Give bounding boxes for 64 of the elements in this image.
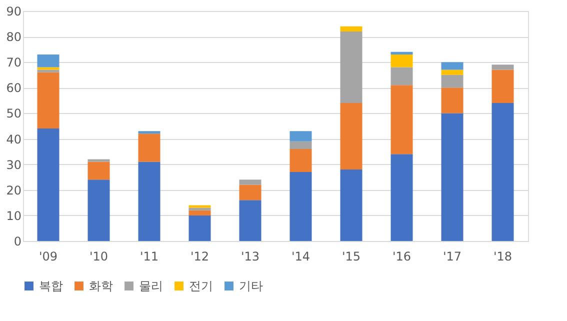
bar [390,67,413,86]
bar [492,103,514,241]
bar [492,64,514,70]
x-tick-label: '13 [240,250,260,264]
x-tick-label: '09 [38,250,58,264]
bar [37,67,60,70]
bar [441,113,464,241]
bar [88,180,110,241]
y-tick-label: 60 [6,81,22,96]
legend-label: 기타 [239,279,263,293]
x-tick-label: '17 [442,250,462,264]
bar [290,131,312,142]
bar [340,31,362,103]
x-tick-label: '14 [291,250,310,264]
bar [138,134,160,162]
bar [37,54,60,68]
bar [390,52,413,54]
bar [441,62,464,70]
legend-label: 전기 [189,279,213,293]
bar [188,205,211,208]
bar [340,103,362,170]
x-tick-label: '10 [89,250,108,264]
bar [37,128,60,241]
legend-label: 물리 [139,279,163,293]
x-tick-label: '18 [493,250,512,264]
x-tick-label: '11 [140,250,159,264]
bar [188,208,211,210]
y-tick-label: 0 [14,234,22,248]
y-tick-label: 80 [6,30,22,44]
bar [37,70,60,72]
legend-label: 화학 [89,279,113,293]
bar [492,70,514,103]
y-tick-label: 10 [6,208,22,223]
x-tick-label: '16 [392,250,412,264]
x-tick-label: '12 [190,250,210,264]
bar [290,149,312,172]
bar [290,141,312,149]
bar [138,162,160,241]
bar [340,26,362,32]
bar [88,162,110,180]
bar [390,54,413,68]
bar [239,180,262,185]
y-tick-label: 40 [6,132,22,146]
legend-label: 복합 [39,279,63,293]
bar [390,85,413,154]
y-tick-label: 70 [6,56,22,70]
bar [239,184,262,200]
y-tick-label: 50 [6,106,22,121]
y-tick-label: 90 [6,4,22,18]
y-tick-label: 20 [6,183,22,198]
bar [88,159,110,162]
y-tick-label: 30 [6,158,22,172]
bar [188,210,211,216]
bar [290,172,312,241]
bar [138,131,160,134]
bar [441,70,464,75]
bar [390,154,413,241]
x-tick-label: '15 [342,250,361,264]
bar [340,169,362,241]
bar [441,74,464,88]
bar [441,88,464,114]
bar [37,72,60,129]
bar [188,215,211,241]
bar [239,200,262,241]
